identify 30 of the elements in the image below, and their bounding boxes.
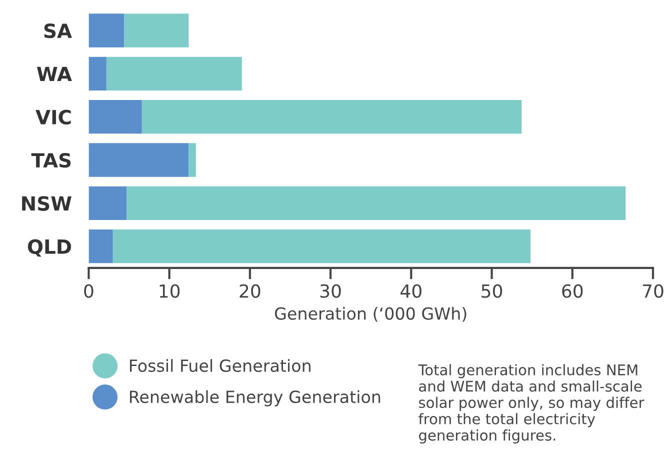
y-tick-label: SA (44, 23, 72, 38)
y-tick-label: NSW (22, 196, 72, 211)
legend-label: Renewable Energy Generation (130, 390, 380, 406)
bar (88, 100, 142, 134)
y-tick-label: TAS (31, 152, 71, 168)
bar (112, 230, 530, 264)
bar (88, 143, 189, 177)
bar (88, 56, 106, 90)
x-tick-label: 70 (642, 284, 664, 298)
bar (88, 14, 124, 48)
bar (126, 186, 626, 220)
x-tick-label: 50 (482, 284, 502, 298)
bar (88, 186, 127, 220)
bar (188, 143, 196, 177)
bar (88, 230, 113, 264)
x-tick-label: 20 (240, 284, 260, 298)
y-tick-label: VIC (36, 110, 71, 124)
x-tick-label: 30 (320, 284, 341, 298)
y-tick-label: WA (37, 66, 72, 82)
bar (106, 56, 242, 90)
legend-label: Fossil Fuel Generation (130, 359, 310, 372)
x-tick-label: 0 (84, 284, 94, 298)
text: Total generation includes NEM and WEM data and small-scale solar power only, so may differ from the total electricity generation figures. (418, 364, 644, 444)
y-tick-label: QLD (28, 239, 72, 257)
bar (124, 14, 189, 48)
x-axis-title: Generation (‘000 GWh) (274, 306, 466, 322)
x-tick-label: 10 (160, 284, 180, 298)
bar (142, 100, 522, 134)
x-tick-label: 40 (400, 284, 422, 298)
x-tick-label: 60 (562, 284, 583, 298)
